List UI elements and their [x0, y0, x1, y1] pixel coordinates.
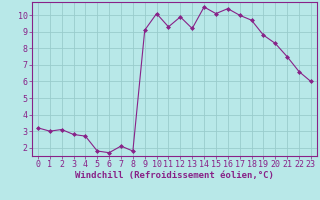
X-axis label: Windchill (Refroidissement éolien,°C): Windchill (Refroidissement éolien,°C) — [75, 171, 274, 180]
